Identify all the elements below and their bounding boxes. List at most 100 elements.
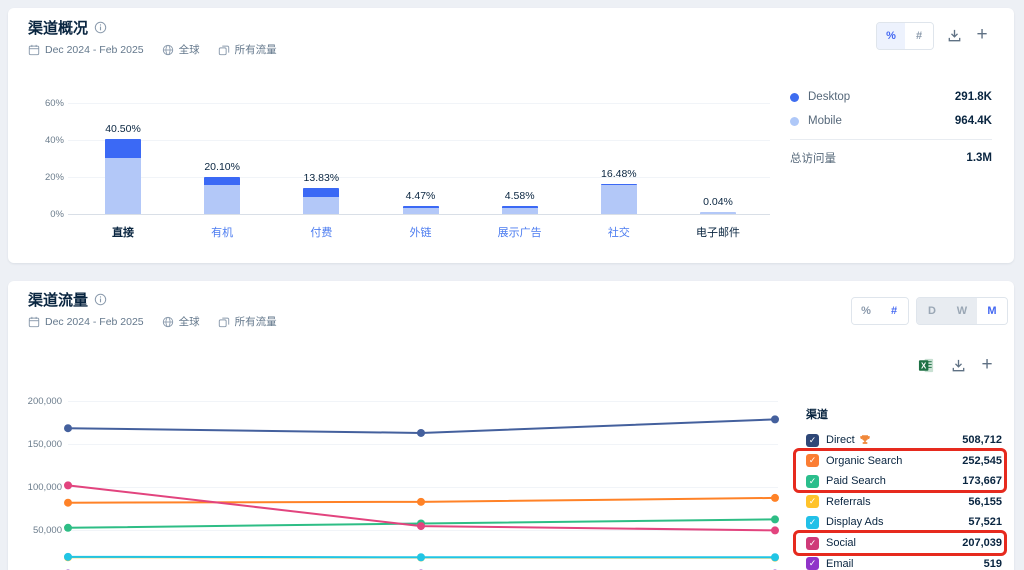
legend-label: Direct xyxy=(826,434,962,446)
legend-label: Desktop xyxy=(808,91,851,103)
bar-desktop-segment xyxy=(501,205,538,208)
checkbox-Display Ads[interactable]: ✓ xyxy=(806,515,819,529)
legend-row-Direct[interactable]: ✓ Direct 508,712 xyxy=(806,430,1002,450)
overview-unit-toggle: % # xyxy=(876,22,934,50)
legend-value: 173,667 xyxy=(962,475,1002,488)
bar-value-label: 4.58% xyxy=(504,189,535,202)
y-gridline xyxy=(68,530,778,532)
traffic-type-icon xyxy=(218,316,230,328)
legend-row-Referrals[interactable]: ✓ Referrals 56,155 xyxy=(806,492,1002,512)
legend-row-Social[interactable]: ✓ Social 207,039 xyxy=(806,533,1002,553)
legend-row-Display Ads[interactable]: ✓ Display Ads 57,521 xyxy=(806,512,1002,532)
point-Display Ads xyxy=(417,553,425,562)
category-label-付费[interactable]: 付费 xyxy=(310,227,333,239)
bar-value-label: 4.47% xyxy=(405,189,436,202)
checkbox-Organic Search[interactable]: ✓ xyxy=(806,454,819,468)
checkbox-Social[interactable]: ✓ xyxy=(806,536,819,550)
point-Paid Search xyxy=(771,515,779,524)
legend-value: 964.4K xyxy=(954,115,992,127)
y-gridline xyxy=(68,487,778,489)
number-toggle-button[interactable]: # xyxy=(880,298,908,324)
checkbox-Direct[interactable]: ✓ xyxy=(806,433,819,447)
legend-item-mobile: Mobile 964.4K xyxy=(790,115,992,127)
point-Direct xyxy=(64,424,72,433)
legend-row-Email[interactable]: ✓ Email 519 xyxy=(806,554,1002,570)
channel-traffic-title: 渠道流量 xyxy=(28,289,107,310)
bar-有机 xyxy=(204,176,241,214)
traffic-unit-toggle: % # xyxy=(851,297,909,325)
bar-直接 xyxy=(105,139,141,214)
y-axis-tick: 20% xyxy=(44,172,64,183)
number-toggle-button[interactable]: # xyxy=(905,23,933,49)
panel-title-text: 渠道概况 xyxy=(28,20,89,37)
bar-外链 xyxy=(402,205,439,214)
category-label-社交[interactable]: 社交 xyxy=(607,227,630,239)
total-visits-row: 总访问量 1.3M xyxy=(790,150,992,166)
y-axis-tick: 60% xyxy=(44,98,64,109)
traffic-filter-label: 所有流量 xyxy=(234,44,277,56)
bar-展示广告 xyxy=(501,205,538,214)
legend-row-Paid Search[interactable]: ✓ Paid Search 173,667 xyxy=(806,471,1002,491)
point-Organic Search xyxy=(64,498,72,507)
globe-icon xyxy=(162,44,174,56)
desktop-dot-icon xyxy=(790,92,799,102)
bar-desktop-segment xyxy=(303,188,340,197)
point-Direct xyxy=(417,428,425,437)
calendar-icon xyxy=(28,316,40,328)
add-to-dashboard-icon[interactable]: + xyxy=(976,24,988,45)
y-gridline xyxy=(68,443,778,445)
info-icon[interactable] xyxy=(94,21,107,34)
channel-legend-header: 渠道 xyxy=(806,409,828,421)
checkbox-Email[interactable]: ✓ xyxy=(806,557,819,570)
weekly-toggle-button[interactable]: W xyxy=(947,298,977,324)
line-chart-canvas xyxy=(64,415,779,570)
legend-label: Organic Search xyxy=(826,454,903,467)
point-Social xyxy=(417,522,425,531)
point-Display Ads xyxy=(64,552,72,561)
category-label-电子邮件[interactable]: 电子邮件 xyxy=(696,227,741,239)
traffic-filters-bar: Dec 2024 - Feb 2025 全球 所有流量 xyxy=(28,314,277,329)
legend-row-Organic Search[interactable]: ✓ Organic Search 252,545 xyxy=(806,451,1002,471)
traffic-type-icon xyxy=(218,44,230,56)
category-label-有机[interactable]: 有机 xyxy=(211,227,234,239)
panel-title-text: 渠道流量 xyxy=(28,292,89,309)
channel-overview-title: 渠道概况 xyxy=(28,17,107,38)
add-to-dashboard-icon[interactable]: + xyxy=(981,354,993,375)
percent-toggle-button[interactable]: % xyxy=(877,23,905,49)
bar-value-label: 0.04% xyxy=(703,196,733,208)
legend-value: 508,712 xyxy=(962,434,1002,446)
legend-label: Social xyxy=(826,537,856,549)
excel-export-icon[interactable]: X xyxy=(916,355,936,375)
calendar-icon xyxy=(28,44,40,56)
trophy-icon xyxy=(860,435,870,444)
daily-toggle-button[interactable]: D xyxy=(917,298,947,324)
legend-value: 57,521 xyxy=(968,516,1002,529)
point-Direct xyxy=(771,415,779,424)
legend-item-desktop: Desktop 291.8K xyxy=(790,91,992,103)
y-gridline xyxy=(68,140,770,141)
bar-desktop-segment xyxy=(402,205,439,208)
bar-付费 xyxy=(303,188,340,214)
legend-value: 56,155 xyxy=(968,495,1002,508)
checkbox-Paid Search[interactable]: ✓ xyxy=(806,474,819,488)
bar-desktop-segment xyxy=(105,139,141,159)
point-Organic Search xyxy=(771,493,779,502)
globe-icon xyxy=(162,316,174,328)
mobile-dot-icon xyxy=(790,116,799,126)
category-label-外链[interactable]: 外链 xyxy=(409,227,432,239)
checkbox-Referrals[interactable]: ✓ xyxy=(806,495,819,509)
percent-toggle-button[interactable]: % xyxy=(852,298,880,324)
y-axis-tick: 100,000 xyxy=(27,482,62,494)
y-axis-tick: 40% xyxy=(44,135,64,146)
info-icon[interactable] xyxy=(94,293,107,306)
download-icon[interactable] xyxy=(948,355,968,375)
download-icon[interactable] xyxy=(944,25,964,45)
category-label-展示广告[interactable]: 展示广告 xyxy=(497,227,542,239)
monthly-toggle-button[interactable]: M xyxy=(977,298,1007,324)
granularity-toggle: D W M xyxy=(916,297,1008,325)
category-label-直接[interactable]: 直接 xyxy=(112,227,134,239)
legend-label: Paid Search xyxy=(826,475,886,488)
legend-label: Mobile xyxy=(808,115,842,127)
bar-社交 xyxy=(600,183,637,214)
legend-label: Referrals xyxy=(826,495,871,508)
